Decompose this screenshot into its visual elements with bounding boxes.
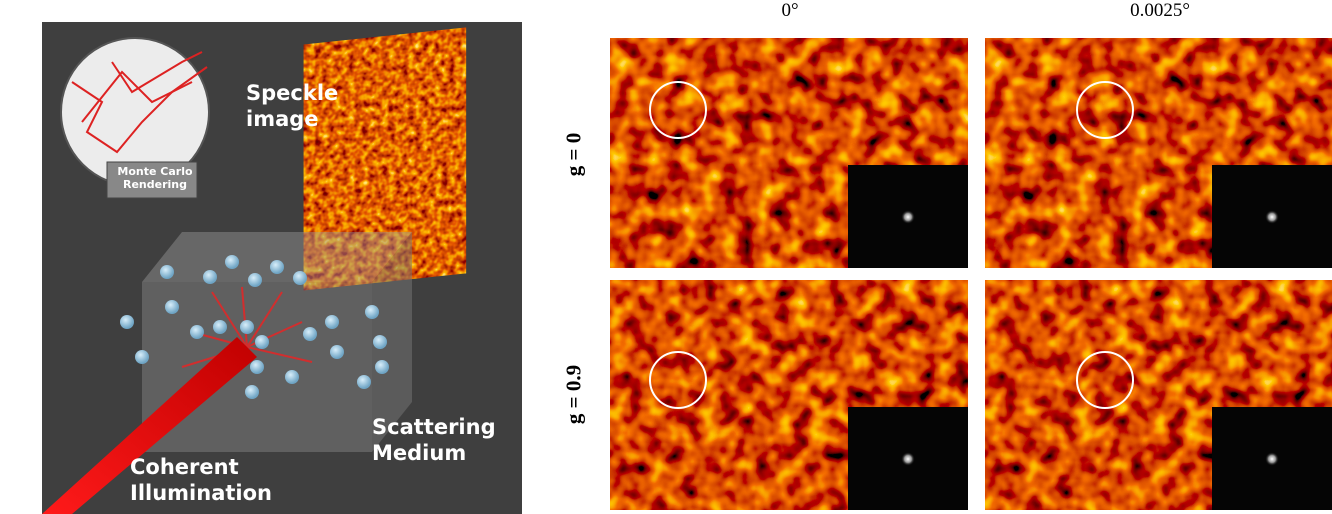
illumination-label: Coherent Illumination: [130, 454, 280, 506]
panel-shape: [1265, 210, 1279, 224]
page: Monte Carlo Rendering Speckle image Scat…: [0, 0, 1332, 514]
column-header: 0.0025°: [1060, 0, 1260, 22]
speckle-panel: [610, 38, 968, 268]
column-header: 0°: [690, 0, 890, 22]
row-label: g = 0: [562, 95, 587, 215]
panel-shape: [1265, 452, 1279, 466]
inset-label: Monte Carlo Rendering: [110, 165, 200, 191]
medium-label: Scattering Medium: [372, 414, 502, 466]
speckle-panel: [985, 280, 1332, 510]
panel-shape: [901, 452, 915, 466]
speckle-label: Speckle image: [246, 80, 326, 132]
panel-shape: [901, 210, 915, 224]
speckle-panel: [985, 38, 1332, 268]
speckle-panel: [610, 280, 968, 510]
row-label: g = 0.9: [562, 335, 587, 455]
